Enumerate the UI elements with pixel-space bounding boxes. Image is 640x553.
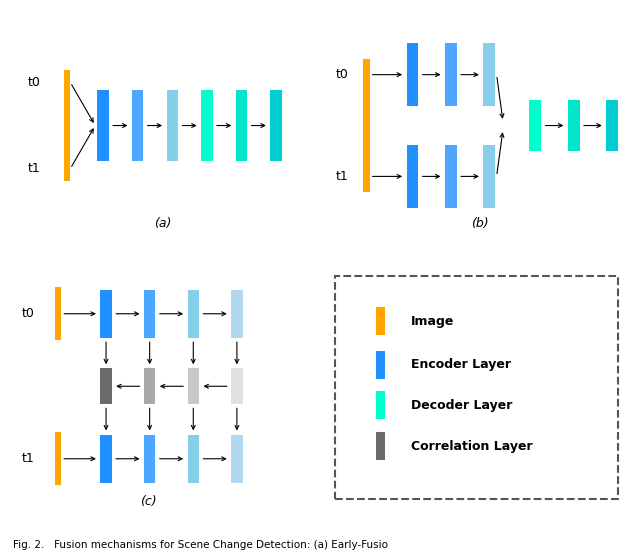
Bar [100,368,112,404]
Bar [63,70,70,181]
Bar [201,90,212,161]
Bar [144,290,156,338]
Bar [406,43,419,106]
Bar [376,392,385,419]
Bar [231,368,243,404]
Bar [97,90,109,161]
Text: (b): (b) [471,217,489,230]
Bar [568,100,580,151]
Bar [483,43,495,106]
Text: t1: t1 [22,452,35,465]
Text: (c): (c) [140,494,156,508]
Bar [363,59,370,192]
Text: t0: t0 [335,68,349,81]
Text: (a): (a) [154,217,172,230]
Text: Correlation Layer: Correlation Layer [411,440,532,452]
Text: t0: t0 [22,307,35,320]
Bar [376,307,385,335]
Bar [166,90,178,161]
Bar [188,368,199,404]
Bar [445,145,457,208]
Bar [335,275,618,499]
Text: t1: t1 [335,170,348,183]
Bar [100,290,112,338]
Bar [100,435,112,483]
Bar [54,287,61,340]
Bar [376,432,385,460]
Bar [54,432,61,486]
Bar [236,90,247,161]
Bar [483,145,495,208]
Bar [445,43,457,106]
Bar [144,435,156,483]
Bar [376,351,385,379]
Bar [270,90,282,161]
Bar [406,145,419,208]
Bar [606,100,618,151]
Bar [188,435,199,483]
Bar [144,368,156,404]
Text: Image: Image [411,315,454,328]
Text: t0: t0 [28,76,41,89]
Text: Fig. 2.   Fusion mechanisms for Scene Change Detection: (a) Early-Fusio: Fig. 2. Fusion mechanisms for Scene Chan… [13,540,388,550]
Text: Decoder Layer: Decoder Layer [411,399,512,412]
Bar [188,290,199,338]
Bar [231,435,243,483]
Bar [529,100,541,151]
Bar [132,90,143,161]
Text: t1: t1 [28,162,40,175]
Text: Encoder Layer: Encoder Layer [411,358,511,371]
Bar [231,290,243,338]
